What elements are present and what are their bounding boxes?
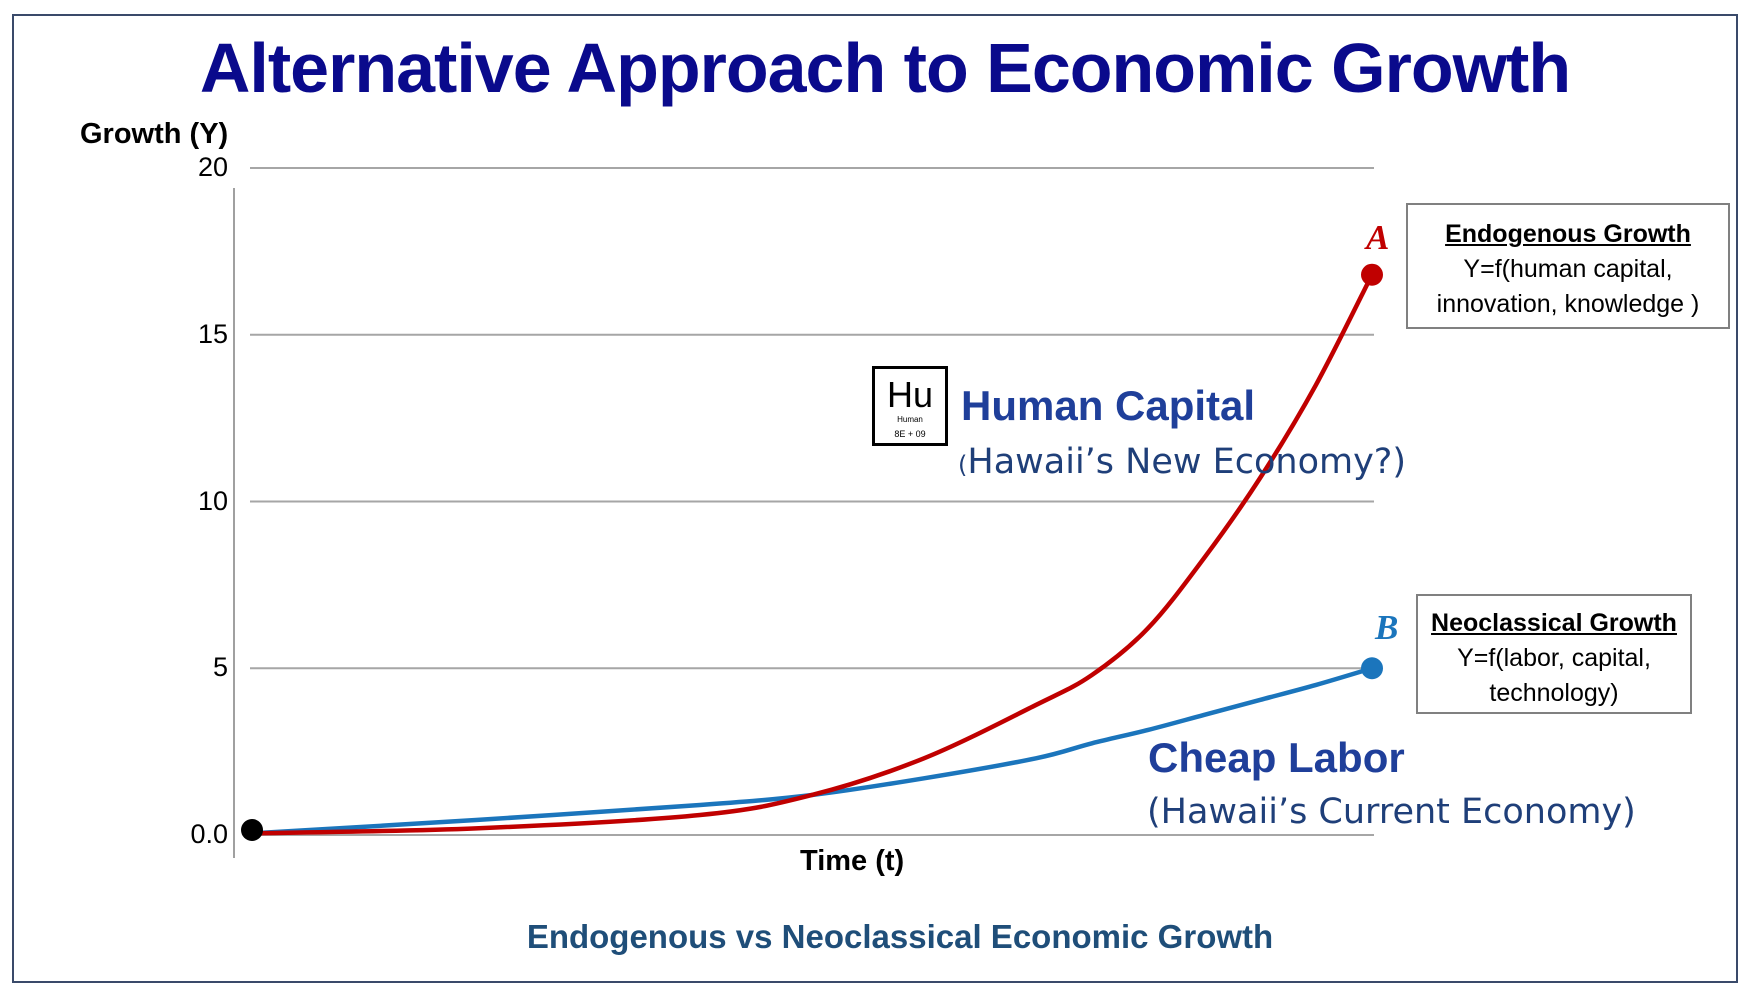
y-tick-label: 15 bbox=[197, 318, 228, 349]
point-label-a: A bbox=[1366, 218, 1390, 257]
neoclassical-growth-formula-line1: Y=f(labor, capital, bbox=[1457, 644, 1651, 672]
slide-frame bbox=[12, 14, 1738, 983]
element-symbol: Hu bbox=[886, 374, 934, 415]
endogenous-growth-formula-line1: Y=f(human capital, bbox=[1463, 255, 1673, 283]
neoclassical-growth-heading: Neoclassical Growth bbox=[1431, 609, 1677, 637]
cheap-labor-subtitle: (Hawaii’s Current Economy) bbox=[1147, 792, 1636, 832]
cheap-labor-label: Cheap Labor bbox=[1148, 734, 1405, 781]
element-number: 8E + 09 bbox=[894, 429, 926, 439]
human-capital-open-paren: ( bbox=[958, 451, 968, 479]
series-line-a bbox=[249, 272, 1375, 836]
endogenous-growth-box: Endogenous Growth Y=f(human capital, inn… bbox=[1406, 203, 1730, 329]
y-tick-label: 20 bbox=[197, 152, 228, 182]
element-name: Human bbox=[897, 415, 923, 424]
endpoint-b bbox=[1361, 657, 1383, 680]
y-axis-label: Growth (Y) bbox=[80, 118, 229, 150]
neoclassical-growth-box: Neoclassical Growth Y=f(labor, capital, … bbox=[1416, 594, 1692, 714]
human-element-badge: Hu Human 8E + 09 bbox=[872, 366, 948, 446]
page-title: Alternative Approach to Economic Growth bbox=[199, 29, 1571, 107]
point-label-b: B bbox=[1375, 608, 1399, 647]
neoclassical-growth-formula-line2: technology) bbox=[1489, 679, 1619, 707]
endogenous-growth-formula-line2: innovation, knowledge ) bbox=[1436, 290, 1700, 318]
human-capital-sublabel: (Hawaii’s New Economy?) bbox=[958, 442, 1406, 482]
human-capital-label: Human Capital bbox=[961, 382, 1256, 429]
x-axis-label: Time (t) bbox=[800, 845, 905, 877]
y-tick-label: 10 bbox=[197, 485, 228, 516]
endogenous-growth-heading: Endogenous Growth bbox=[1445, 220, 1691, 248]
chart-caption: Endogenous vs Neoclassical Economic Grow… bbox=[526, 918, 1274, 955]
y-tick-label: 0.0 bbox=[190, 819, 228, 849]
human-capital-subtitle: Hawaii’s New Economy?) bbox=[967, 442, 1407, 482]
origin-point bbox=[241, 818, 263, 841]
series-line-b bbox=[249, 666, 1375, 836]
y-tick-label: 5 bbox=[212, 652, 228, 683]
endpoint-a bbox=[1361, 263, 1383, 286]
